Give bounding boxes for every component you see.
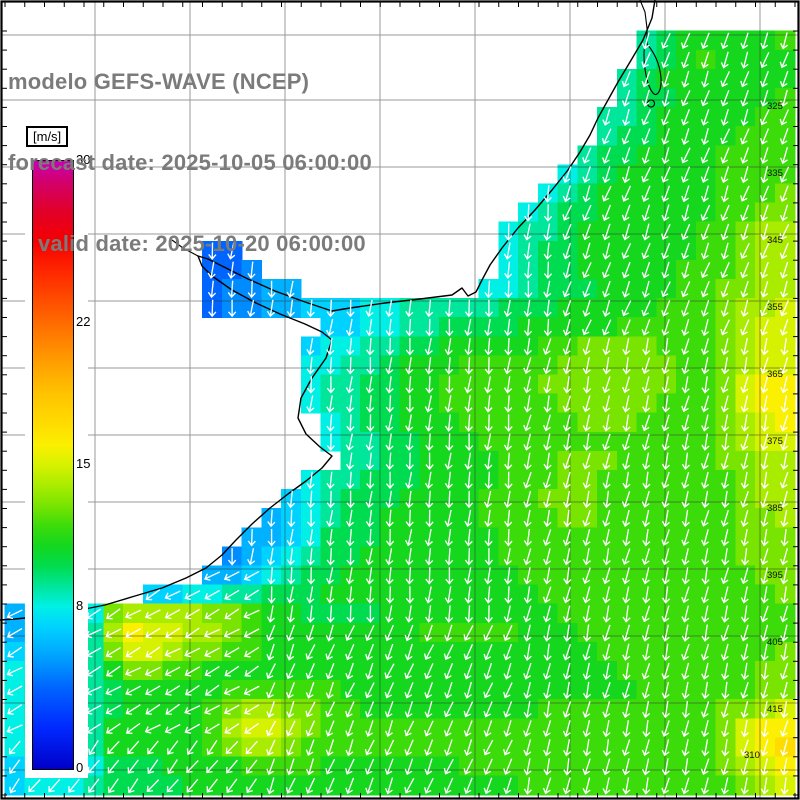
lat-label: 345	[767, 235, 783, 246]
lat-label: 395	[767, 570, 783, 581]
colorbar-tick: 0	[76, 760, 84, 775]
lat-label: 325	[767, 101, 783, 112]
lat-label: 335	[767, 168, 783, 179]
colorbar-tick: 15	[76, 456, 91, 471]
model-title: modelo GEFS-WAVE (NCEP)	[8, 69, 310, 94]
title-block: modelo GEFS-WAVE (NCEP) forecast date: 2…	[8, 14, 372, 311]
lat-label: 375	[767, 436, 783, 447]
lon-label: 310	[744, 750, 760, 761]
colorbar-tick: 8	[76, 597, 84, 613]
colorbar-gradient	[32, 160, 74, 770]
lat-label: 405	[767, 637, 783, 648]
lat-label: 385	[767, 503, 783, 514]
forecast-date-line: forecast date: 2025-10-05 06:00:00	[8, 150, 372, 175]
colorbar-unit-label: [m/s]	[26, 126, 69, 147]
colorbar: [m/s] 30 22 15 8 0	[25, 122, 90, 778]
lat-label: 415	[767, 704, 783, 715]
coastline	[0, 0, 662, 621]
lat-label: 365	[767, 369, 783, 380]
colorbar-tick: 22	[76, 314, 91, 330]
colorbar-tick: 30	[76, 152, 91, 167]
lat-label: 355	[767, 302, 783, 313]
graticule-labels: 325 335 345 355 365 375 385 395 405 415 310	[744, 101, 783, 761]
valid-date-line: valid date: 2025-10-20 06:00:00	[38, 231, 366, 256]
